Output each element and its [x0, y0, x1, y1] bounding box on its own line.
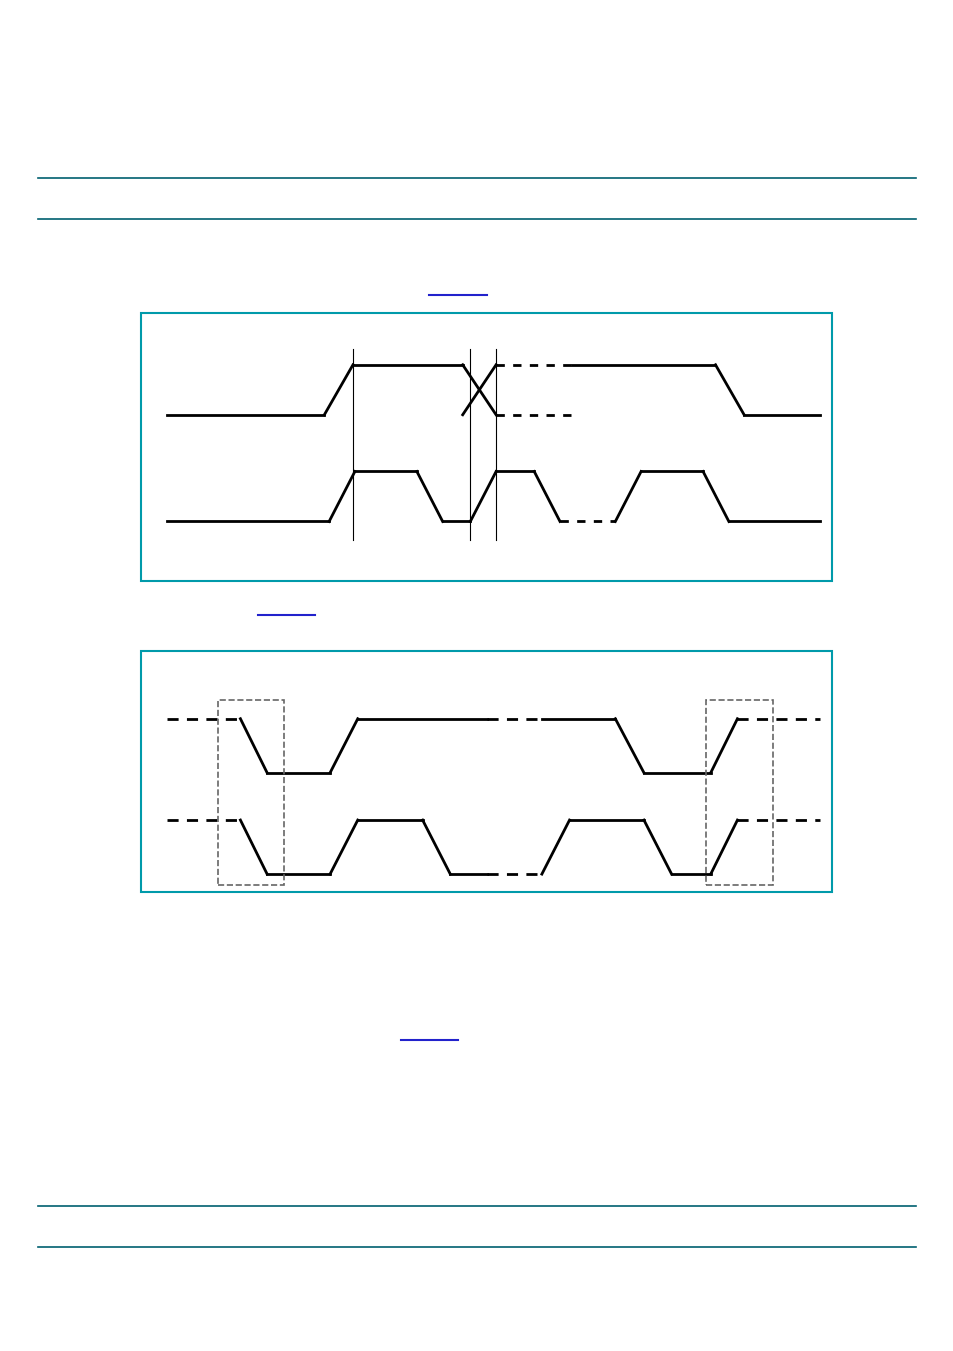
Bar	[141, 651, 831, 892]
Bar	[141, 313, 831, 581]
Bar	[217, 700, 284, 885]
Bar	[705, 700, 772, 885]
